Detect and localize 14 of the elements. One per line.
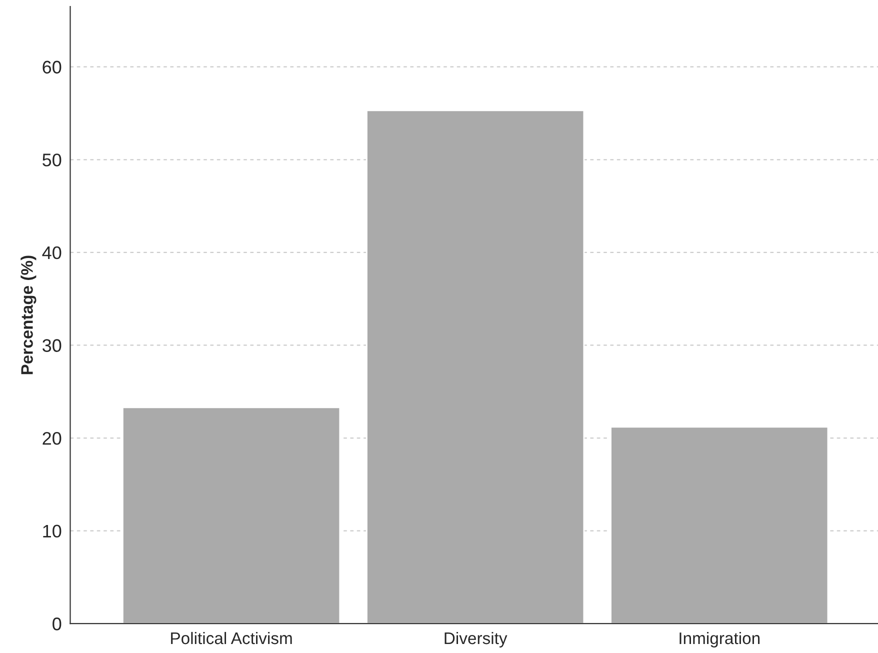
- y-tick-label: 40: [42, 246, 62, 260]
- bar: [122, 406, 341, 624]
- x-tick-label: Diversity: [444, 632, 508, 648]
- y-tick-label: 60: [42, 60, 62, 74]
- bar: [366, 110, 585, 624]
- y-tick-label: 10: [43, 524, 62, 538]
- y-tick-label: 0: [52, 618, 62, 630]
- bar: [610, 426, 829, 624]
- y-tick-label: 50: [42, 154, 62, 166]
- y-tick-label: 20: [42, 432, 62, 445]
- y-axis-title: Percentage (%): [20, 256, 36, 374]
- x-tick-label: Inmigration: [680, 632, 760, 648]
- x-tick-label: Political Activism: [171, 632, 292, 644]
- y-tick-label: 30: [42, 339, 62, 352]
